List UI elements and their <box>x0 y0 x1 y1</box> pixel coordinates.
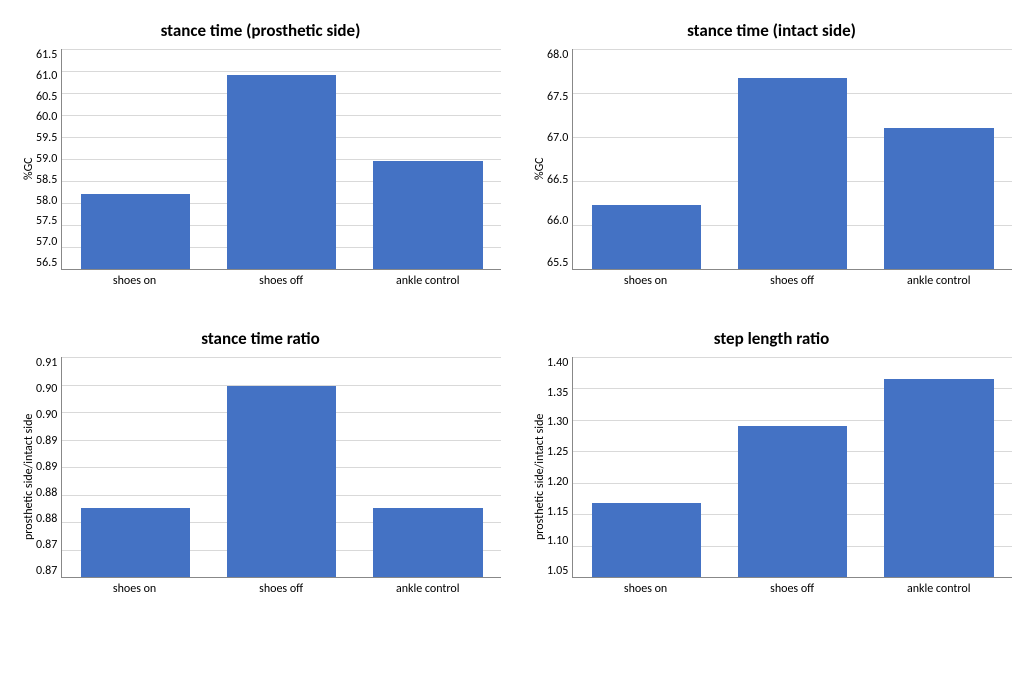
chart-grid: stance time (prosthetic side) %GC 61.561… <box>20 20 1012 596</box>
y-tick-label: 0.89 <box>36 435 57 447</box>
y-axis-label: prosthetic side/intact side <box>531 357 547 596</box>
plot-area <box>61 357 501 578</box>
x-tick-label: shoes on <box>572 274 719 288</box>
chart-title: stance time (prosthetic side) <box>20 20 501 41</box>
y-tick-label: 61.5 <box>36 49 57 61</box>
y-tick-label: 0.87 <box>36 565 57 577</box>
x-tick-label: ankle control <box>354 274 501 288</box>
y-tick-label: 0.90 <box>36 409 57 421</box>
y-axis-ticks: 68.0 67.5 67.0 66.5 66.0 65.5 <box>547 49 572 269</box>
plot-area <box>572 49 1012 270</box>
y-tick-label: 1.05 <box>547 565 568 577</box>
y-tick-label: 67.5 <box>547 91 568 103</box>
y-tick-label: 67.0 <box>547 132 568 144</box>
bar <box>592 503 702 577</box>
bar <box>227 75 337 269</box>
y-tick-label: 60.0 <box>36 111 57 123</box>
y-tick-label: 60.5 <box>36 91 57 103</box>
x-tick-label: shoes off <box>208 582 355 596</box>
y-tick-label: 59.5 <box>36 132 57 144</box>
y-tick-label: 57.0 <box>36 236 57 248</box>
chart-title: step length ratio <box>531 328 1012 349</box>
x-axis-ticks: shoes onshoes offankle control <box>572 274 1012 288</box>
y-tick-label: 1.25 <box>547 446 568 458</box>
y-axis-label: %GC <box>20 49 36 288</box>
bar <box>592 205 702 269</box>
bar <box>81 508 191 577</box>
y-tick-label: 57.5 <box>36 215 57 227</box>
x-tick-label: shoes off <box>719 582 866 596</box>
x-tick-label: shoes off <box>208 274 355 288</box>
chart-step-length-ratio: step length ratio prosthetic side/intact… <box>531 328 1012 596</box>
chart-stance-ratio: stance time ratio prosthetic side/intact… <box>20 328 501 596</box>
y-tick-label: 1.20 <box>547 476 568 488</box>
bar <box>738 78 848 269</box>
y-tick-label: 0.88 <box>36 513 57 525</box>
x-tick-label: shoes on <box>61 582 208 596</box>
y-tick-label: 1.30 <box>547 416 568 428</box>
y-tick-label: 66.0 <box>547 215 568 227</box>
x-tick-label: ankle control <box>865 582 1012 596</box>
x-axis-ticks: shoes onshoes offankle control <box>572 582 1012 596</box>
y-tick-label: 65.5 <box>547 257 568 269</box>
y-tick-label: 0.88 <box>36 487 57 499</box>
chart-stance-intact: stance time (intact side) %GC 68.0 67.5 67… <box>531 20 1012 288</box>
x-tick-label: shoes off <box>719 274 866 288</box>
y-tick-label: 1.15 <box>547 506 568 518</box>
plot-area <box>572 357 1012 578</box>
bar <box>373 508 483 577</box>
y-tick-label: 1.10 <box>547 535 568 547</box>
x-axis-ticks: shoes onshoes offankle control <box>61 582 501 596</box>
bar <box>884 379 994 577</box>
x-tick-label: ankle control <box>865 274 1012 288</box>
y-tick-label: 1.35 <box>547 387 568 399</box>
bar <box>81 194 191 269</box>
bar <box>884 128 994 269</box>
y-tick-label: 58.0 <box>36 195 57 207</box>
y-tick-label: 1.40 <box>547 357 568 369</box>
y-tick-label: 0.87 <box>36 539 57 551</box>
chart-title: stance time ratio <box>20 328 501 349</box>
y-axis-ticks: 61.5 61.0 60.5 60.0 59.5 59.0 58.5 58.0 57.5 57.0… <box>36 49 61 269</box>
y-tick-label: 66.5 <box>547 174 568 186</box>
x-tick-label: shoes on <box>61 274 208 288</box>
y-tick-label: 59.0 <box>36 153 57 165</box>
y-tick-label: 58.5 <box>36 174 57 186</box>
y-axis-ticks: 0.91 0.90 0.90 0.89 0.89 0.88 0.88 0.87 0.87 <box>36 357 61 577</box>
y-tick-label: 0.91 <box>36 357 57 369</box>
y-tick-label: 56.5 <box>36 257 57 269</box>
y-tick-label: 0.89 <box>36 461 57 473</box>
chart-title: stance time (intact side) <box>531 20 1012 41</box>
y-tick-label: 61.0 <box>36 70 57 82</box>
bar <box>227 386 337 577</box>
y-axis-ticks: 1.40 1.35 1.30 1.25 1.20 1.15 1.10 1.05 <box>547 357 572 577</box>
chart-stance-prosthetic: stance time (prosthetic side) %GC 61.561… <box>20 20 501 288</box>
y-axis-label: prosthetic side/intact side <box>20 357 36 596</box>
y-tick-label: 0.90 <box>36 383 57 395</box>
bar <box>373 161 483 269</box>
plot-area <box>61 49 501 270</box>
x-tick-label: ankle control <box>354 582 501 596</box>
x-tick-label: shoes on <box>572 582 719 596</box>
x-axis-ticks: shoes onshoes offankle control <box>61 274 501 288</box>
y-axis-label: %GC <box>531 49 547 288</box>
y-tick-label: 68.0 <box>547 49 568 61</box>
bar <box>738 426 848 577</box>
